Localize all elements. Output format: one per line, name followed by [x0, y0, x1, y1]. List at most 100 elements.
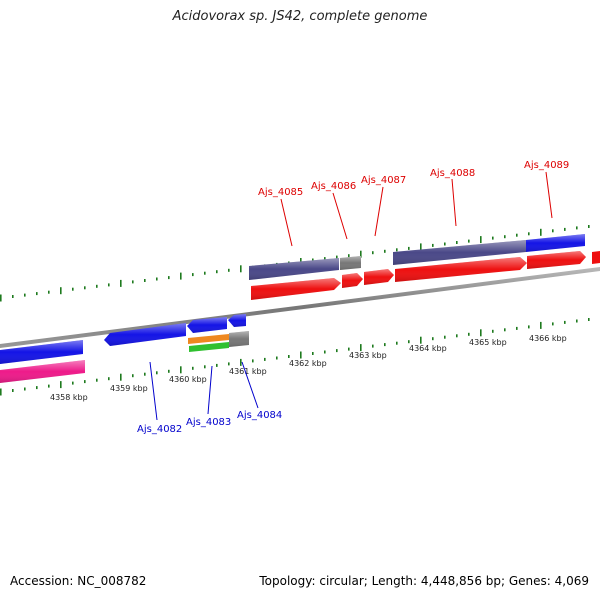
major-tick [240, 358, 242, 366]
major-tick [420, 336, 422, 344]
minor-tick [456, 334, 458, 338]
minor-tick [264, 357, 266, 361]
minor-tick [528, 325, 530, 329]
minor-tick [492, 236, 494, 240]
minor-tick [408, 246, 410, 250]
minor-tick [564, 227, 566, 231]
gene-label-ajs4083[interactable]: Ajs_4083 [186, 417, 231, 428]
forward-cds-track-1 [249, 234, 585, 280]
scale-labels: 4358 kbp 4359 kbp 4360 kbp 4361 kbp 4362… [50, 334, 567, 402]
minor-tick [492, 329, 494, 333]
forward-gene-labels: Ajs_4085 Ajs_4086 Ajs_4087 Ajs_4088 Ajs_… [258, 160, 569, 198]
major-tick [180, 272, 182, 280]
minor-tick [144, 372, 146, 376]
cds-orange-feature[interactable] [188, 334, 229, 344]
gene-label-ajs4082[interactable]: Ajs_4082 [137, 424, 182, 435]
minor-tick [48, 290, 50, 294]
minor-tick [432, 337, 434, 341]
minor-tick [144, 279, 146, 282]
minor-tick [132, 280, 134, 284]
minor-tick [36, 292, 38, 296]
major-tick [480, 236, 482, 244]
minor-tick [408, 340, 410, 344]
minor-tick [24, 293, 26, 297]
minor-tick [516, 326, 518, 330]
minor-tick [588, 318, 590, 321]
minor-tick [12, 295, 14, 298]
minor-tick [48, 384, 50, 388]
minor-tick [348, 347, 350, 351]
minor-tick [204, 271, 206, 275]
minor-tick [588, 225, 590, 228]
minor-tick [168, 276, 170, 280]
major-tick [0, 294, 2, 302]
minor-tick [324, 257, 326, 261]
gene-label-ajs4085[interactable]: Ajs_4085 [258, 187, 303, 198]
minor-tick [72, 381, 74, 385]
minor-tick [288, 355, 290, 358]
minor-tick [348, 254, 350, 258]
cds-green-feature[interactable] [189, 342, 229, 352]
minor-tick [84, 286, 86, 290]
genome-summary-text: Topology: circular; Length: 4,448,856 bp… [259, 574, 589, 588]
scale-label-4359: 4359 kbp [110, 384, 148, 393]
minor-tick [204, 365, 206, 369]
scale-label-4365: 4365 kbp [469, 338, 507, 347]
minor-tick [576, 319, 578, 323]
scale-label-4363: 4363 kbp [349, 351, 387, 360]
major-tick [420, 243, 422, 251]
minor-tick [564, 320, 566, 324]
reverse-gene-labels: Ajs_4082 Ajs_4083 Ajs_4084 [137, 410, 282, 435]
minor-tick [552, 322, 554, 326]
reverse-cds-track-1 [0, 314, 246, 364]
minor-tick [96, 284, 98, 288]
minor-tick [96, 378, 98, 382]
scale-label-4361: 4361 kbp [229, 367, 267, 376]
lower-tick-track [0, 318, 590, 396]
major-tick [60, 287, 62, 295]
major-tick [180, 366, 182, 374]
gene-label-ajs4086[interactable]: Ajs_4086 [311, 181, 356, 192]
major-tick [120, 279, 122, 287]
minor-tick [396, 341, 398, 345]
minor-tick [396, 248, 398, 252]
major-tick [540, 228, 542, 236]
minor-tick [312, 352, 314, 355]
major-tick [360, 344, 362, 352]
genome-backbone [0, 267, 600, 348]
map-title: Acidovorax sp. JS42, complete genome [172, 9, 428, 24]
minor-tick [228, 362, 230, 366]
scale-label-4360: 4360 kbp [169, 375, 207, 384]
minor-tick [324, 350, 326, 354]
gene-label-ajs4087[interactable]: Ajs_4087 [361, 175, 406, 186]
minor-tick [312, 258, 314, 262]
gene-label-ajs4089[interactable]: Ajs_4089 [524, 160, 569, 171]
minor-tick [156, 277, 158, 281]
minor-tick [84, 380, 86, 384]
minor-tick [552, 229, 554, 233]
gene-label-ajs4084[interactable]: Ajs_4084 [237, 410, 282, 421]
minor-tick [192, 273, 194, 277]
reverse-label-leaders [149, 361, 259, 421]
major-tick [480, 329, 482, 337]
minor-tick [576, 226, 578, 230]
minor-tick [336, 349, 338, 353]
major-tick [0, 388, 2, 396]
accession-text: Accession: NC_008782 [10, 574, 147, 588]
minor-tick [276, 356, 278, 360]
minor-tick [72, 287, 74, 291]
cds-arrow-6[interactable] [592, 251, 600, 264]
minor-tick [12, 389, 14, 392]
scale-label-4366: 4366 kbp [529, 334, 567, 343]
minor-tick [192, 366, 194, 370]
minor-tick [216, 270, 218, 274]
minor-tick [504, 235, 506, 239]
minor-tick [504, 328, 506, 332]
minor-tick [132, 374, 134, 378]
major-tick [240, 265, 242, 273]
major-tick [300, 351, 302, 359]
minor-tick [108, 377, 110, 381]
gene-label-ajs4088[interactable]: Ajs_4088 [430, 168, 475, 179]
